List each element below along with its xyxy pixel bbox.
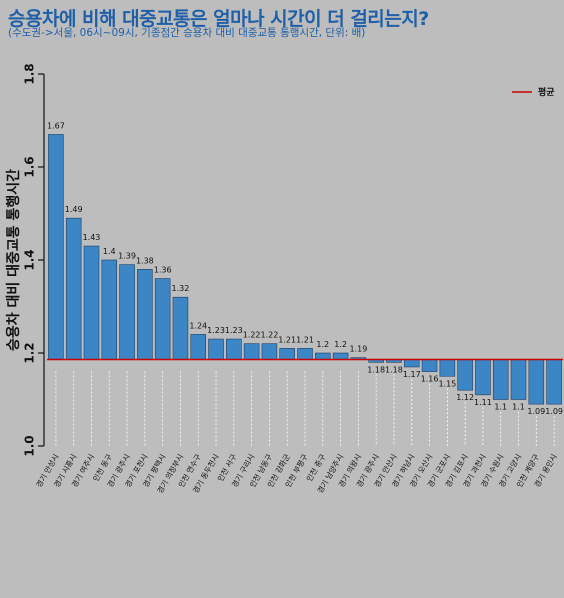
bar [65, 217, 82, 360]
bar [297, 348, 313, 360]
plot-area: 1.0 1.2 1.4 1.6 1.8 승용차 대비 대중교통 통행시간 1.67 1.49 1… [5, 63, 563, 495]
bar [190, 334, 207, 360]
bar [421, 359, 438, 372]
chart-subtitle: (수도권->서울, 06시~09시, 기종점간 승용차 대비 대중교통 통행시간… [8, 27, 366, 39]
bar [154, 278, 171, 360]
bar [208, 338, 224, 360]
data-label: 1.36 [154, 266, 172, 275]
data-label: 1.22 [261, 331, 279, 340]
data-label: 1.18 [385, 365, 403, 374]
bar [261, 343, 278, 360]
bar [101, 259, 118, 360]
bar [475, 359, 491, 396]
data-label: 1.17 [403, 370, 421, 379]
bar [510, 359, 527, 400]
bar [332, 352, 349, 360]
bar [226, 338, 242, 360]
bar [457, 359, 473, 391]
data-label: 1.19 [349, 345, 367, 354]
y-tick-label: 1.2 [23, 342, 37, 363]
data-label: 1.22 [243, 331, 261, 340]
y-tick-label: 1.8 [23, 63, 37, 84]
data-label: 1.2 [334, 340, 347, 349]
data-label: 1.4 [103, 247, 116, 256]
bar [83, 245, 100, 360]
bar [546, 359, 562, 405]
data-label: 1.12 [456, 393, 474, 402]
bar [403, 359, 420, 368]
data-label: 1.1 [494, 403, 507, 412]
data-label: 1.43 [83, 233, 101, 242]
bar [137, 268, 153, 360]
data-label: 1.23 [225, 326, 243, 335]
data-label: 1.1 [512, 403, 525, 412]
y-axis-label: 승용차 대비 대중교통 통행시간 [5, 169, 22, 351]
data-label: 1.67 [47, 121, 65, 130]
legend-label: 평균 [538, 86, 555, 98]
y-tick-label: 1.0 [23, 435, 37, 456]
data-label: 1.09 [545, 407, 563, 416]
bar [315, 352, 331, 360]
data-label: 1.38 [136, 256, 154, 265]
bar [243, 343, 260, 360]
bar [492, 359, 509, 400]
bar [279, 348, 295, 360]
bar [439, 359, 456, 377]
data-label: 1.23 [207, 326, 225, 335]
data-label: 1.21 [296, 335, 314, 344]
data-label: 1.39 [118, 252, 136, 261]
data-label: 1.2 [316, 340, 329, 349]
data-label: 1.09 [527, 407, 545, 416]
y-tick-label: 1.4 [23, 249, 37, 270]
data-label: 1.16 [421, 375, 439, 384]
bar [119, 264, 135, 360]
data-label: 1.11 [474, 398, 492, 407]
data-label: 1.32 [172, 284, 190, 293]
bar [528, 359, 545, 405]
y-tick-label: 1.6 [23, 156, 37, 177]
data-label: 1.15 [438, 379, 456, 388]
chart-title: 승용차에 비해 대중교통은 얼마나 시간이 더 걸리는지? [8, 8, 429, 30]
data-label: 1.49 [65, 205, 83, 214]
bar [172, 296, 189, 360]
data-label: 1.18 [367, 365, 385, 374]
data-label: 1.21 [278, 335, 296, 344]
bar [48, 134, 64, 360]
data-label: 1.24 [189, 321, 207, 330]
